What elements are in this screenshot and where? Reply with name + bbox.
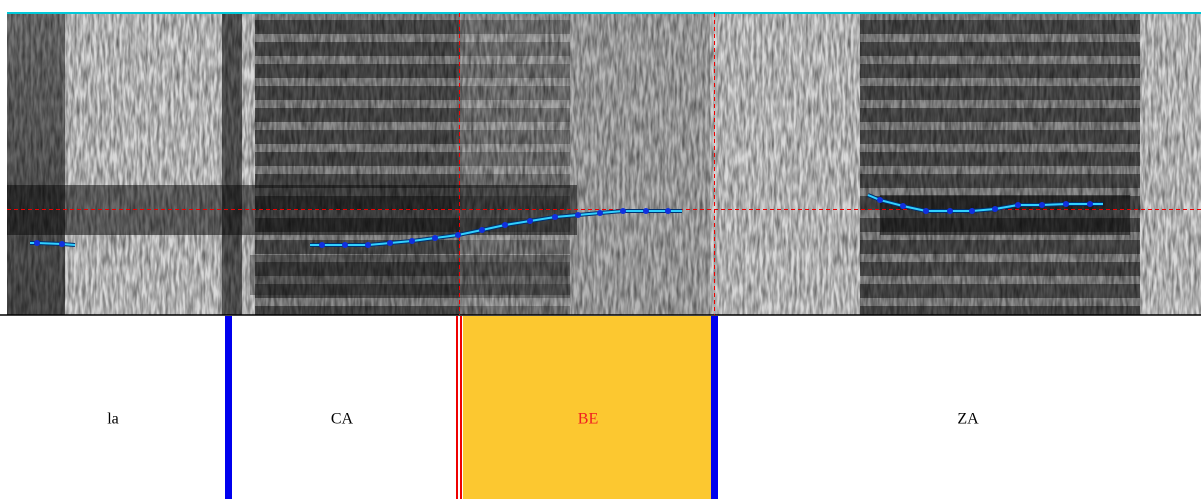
selected-interval[interactable] <box>463 316 712 499</box>
pitch-point <box>342 242 348 248</box>
boundary[interactable] <box>225 316 232 499</box>
boundary[interactable] <box>460 316 462 499</box>
pitch-point <box>1039 202 1045 208</box>
pitch-point <box>34 240 40 246</box>
pitch-point <box>387 240 393 246</box>
sound-editor: la CA BE ZA <box>0 0 1201 499</box>
pitch-point <box>552 214 558 220</box>
pitch-point <box>479 227 485 233</box>
spectrogram <box>7 13 1201 315</box>
interval-label[interactable]: la <box>107 411 119 428</box>
pitch-point <box>620 208 626 214</box>
pitch-point <box>992 206 998 212</box>
pitch-point <box>432 235 438 241</box>
pitch-point <box>575 212 581 218</box>
pitch-point <box>1087 201 1093 207</box>
pitch-point <box>1063 201 1069 207</box>
pitch-point <box>527 218 533 224</box>
pitch-point <box>319 242 325 248</box>
pitch-point <box>597 210 603 216</box>
pitch-point <box>947 208 953 214</box>
pitch-point <box>455 232 461 238</box>
pitch-point <box>365 242 371 248</box>
pitch-point <box>877 197 883 203</box>
pitch-point <box>643 208 649 214</box>
interval-label[interactable]: CA <box>331 411 354 428</box>
pitch-point <box>1015 202 1021 208</box>
interval-label[interactable]: BE <box>578 411 598 428</box>
interval-label[interactable]: ZA <box>957 411 979 428</box>
boundary[interactable] <box>711 316 718 499</box>
page: la CA BE ZA (() => { const data = JSON.p… <box>0 0 1201 499</box>
pitch-point <box>502 222 508 228</box>
pitch-point <box>900 203 906 209</box>
pitch-point <box>923 208 929 214</box>
pitch-point <box>59 241 65 247</box>
pitch-point <box>969 208 975 214</box>
boundary[interactable] <box>456 316 458 499</box>
pitch-point <box>665 208 671 214</box>
pitch-point <box>409 238 415 244</box>
